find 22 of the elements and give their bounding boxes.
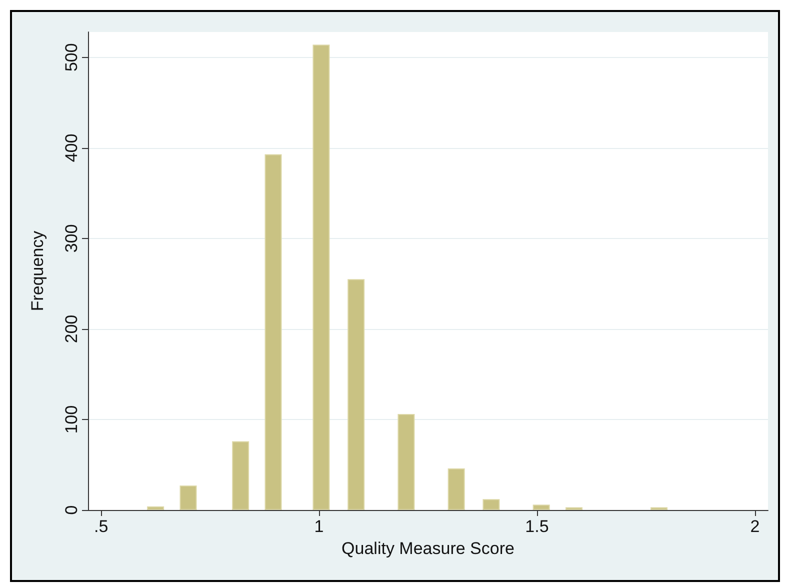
bar — [448, 468, 465, 510]
y-tick-label: 200 — [62, 314, 81, 344]
bar — [348, 279, 365, 510]
y-axis-title: Frequency — [28, 230, 47, 312]
y-tick-label: 0 — [62, 505, 81, 515]
x-axis-title: Quality Measure Score — [342, 539, 514, 558]
bar — [147, 506, 164, 510]
x-tick-label: .5 — [94, 517, 108, 536]
bar — [180, 486, 197, 510]
y-tick-label: 500 — [62, 43, 81, 72]
bar — [312, 44, 330, 510]
y-tick-label: 100 — [62, 405, 81, 434]
bar — [264, 154, 282, 510]
bar — [532, 504, 550, 510]
x-tick-label: 1.5 — [525, 517, 549, 536]
bar — [232, 441, 250, 510]
y-tick-label: 300 — [62, 224, 81, 253]
bar — [398, 414, 415, 510]
x-tick-label: 2 — [750, 517, 760, 536]
x-tick-label: 1 — [314, 517, 324, 536]
bar — [482, 499, 500, 510]
y-tick-label: 400 — [62, 134, 81, 162]
